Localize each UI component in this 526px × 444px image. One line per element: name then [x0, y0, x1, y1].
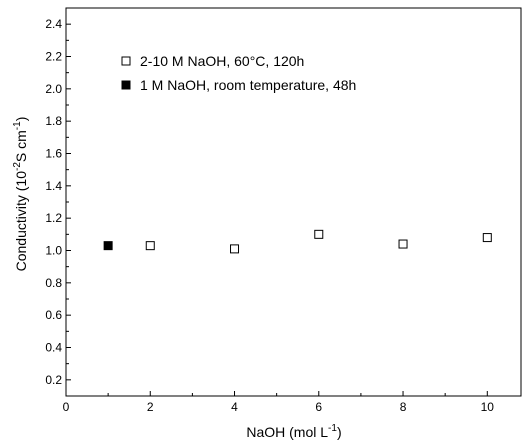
x-tick-label: 4 [231, 400, 238, 414]
data-point-open [482, 233, 492, 243]
x-axis-label-end: ) [337, 424, 342, 440]
x-axis-label-main: NaOH (mol L [246, 424, 328, 440]
x-tick-label: 8 [400, 400, 407, 414]
y-axis-label-main: Conductivity (10 [13, 171, 29, 272]
data-points [103, 229, 492, 254]
y-tick-label: 1.0 [45, 244, 62, 258]
x-axis-label-sup: -1 [328, 423, 337, 434]
legend-marker-filled [121, 80, 131, 90]
y-tick-label: 2.2 [45, 50, 62, 64]
x-tick-label: 10 [481, 400, 495, 414]
legend-marker-open [121, 56, 131, 66]
y-tick-label: 0.2 [45, 373, 62, 387]
y-tick-label: 1.2 [45, 211, 62, 225]
y-axis-label-sup2: -1 [12, 121, 23, 130]
y-axis-label-sup1: -2 [12, 162, 23, 171]
x-tick-label: 2 [147, 400, 154, 414]
data-point-open [398, 239, 408, 249]
legend-label-open: 2-10 M NaOH, 60°C, 120h [140, 53, 304, 69]
data-point-open [230, 244, 240, 254]
data-point-open [314, 229, 324, 239]
legend: 2-10 M NaOH, 60°C, 120h 1 M NaOH, room t… [121, 53, 356, 93]
y-axis-label-mid: S cm [13, 130, 29, 162]
x-axis-ticks: 0 2 4 6 8 10 [63, 391, 495, 414]
y-tick-label: 1.8 [45, 114, 62, 128]
y-tick-label: 0.6 [45, 308, 62, 322]
x-tick-label: 0 [63, 400, 70, 414]
y-tick-label: 1.6 [45, 147, 62, 161]
y-axis-label: Conductivity (10-2S cm-1) [12, 117, 29, 272]
data-point-filled [103, 241, 113, 251]
legend-label-filled: 1 M NaOH, room temperature, 48h [140, 77, 356, 93]
y-tick-label: 0.8 [45, 276, 62, 290]
x-tick-label: 6 [315, 400, 322, 414]
y-tick-label: 1.4 [45, 179, 62, 193]
y-axis-ticks: 0.2 0.4 0.6 0.8 1.0 1.2 1.4 1.6 1.8 2.0 2.2 2.4 [45, 17, 71, 387]
data-point-open [145, 241, 155, 251]
y-tick-label: 2.4 [45, 17, 62, 31]
y-tick-label: 0.4 [45, 341, 62, 355]
x-axis-label: NaOH (mol L-1) [246, 423, 341, 440]
y-axis-label-end: ) [13, 117, 29, 122]
y-tick-label: 2.0 [45, 82, 62, 96]
